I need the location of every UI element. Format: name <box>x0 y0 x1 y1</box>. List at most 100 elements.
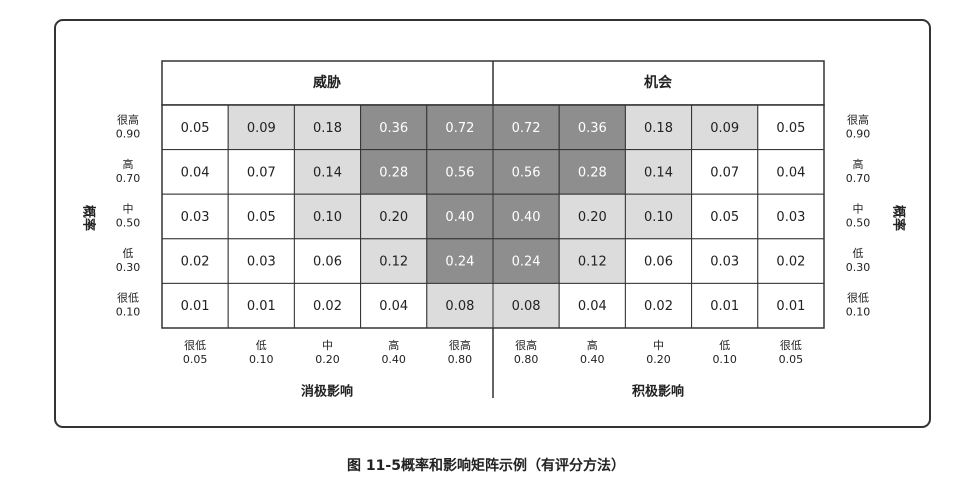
row-level: 中 <box>123 203 134 216</box>
cell <box>293 104 362 151</box>
cell-value: 0.01 <box>776 299 805 314</box>
cell-value: 0.03 <box>181 210 210 225</box>
cell-value: 0.09 <box>710 121 739 136</box>
cell-value: 0.06 <box>644 255 673 270</box>
impact-value: 0.40 <box>580 353 605 366</box>
cell-value: 0.24 <box>445 255 474 270</box>
cell-value: 0.07 <box>710 165 739 180</box>
cell <box>426 193 494 240</box>
impact-value: 0.10 <box>712 353 737 366</box>
impact-value: 0.05 <box>183 353 208 366</box>
probability-axis: 概率 <box>891 205 907 231</box>
cell-value: 0.04 <box>776 165 805 180</box>
cell-value: 0.04 <box>181 165 210 180</box>
cell-value: 0.12 <box>578 255 607 270</box>
cell-value: 0.04 <box>578 299 607 314</box>
cell <box>426 282 494 329</box>
cell-value: 0.03 <box>776 210 805 225</box>
cell-value: 0.72 <box>512 121 541 136</box>
cell-value: 0.02 <box>776 255 805 270</box>
cell-value: 0.02 <box>181 255 210 270</box>
cell-value: 0.05 <box>247 210 276 225</box>
cell <box>757 238 825 284</box>
cell <box>227 282 295 329</box>
cell <box>757 104 825 151</box>
cell <box>492 104 560 151</box>
impact-level: 高 <box>388 338 399 352</box>
cell-value: 0.04 <box>379 299 408 314</box>
impact-value: 0.80 <box>514 353 539 366</box>
cell <box>293 149 362 195</box>
cell <box>757 149 825 195</box>
cell <box>360 149 428 195</box>
cell <box>426 149 494 195</box>
impact-value: 0.10 <box>249 353 274 366</box>
impact-level: 很高 <box>515 338 537 352</box>
cell <box>757 193 825 240</box>
cell-value: 0.07 <box>247 165 276 180</box>
row-value: 0.70 <box>116 172 141 185</box>
cell <box>161 193 229 240</box>
row-value: 0.10 <box>116 306 141 319</box>
row-level: 高 <box>123 157 134 171</box>
cell <box>492 149 560 195</box>
opportunity-header: 机会 <box>644 74 673 91</box>
impact-value: 0.20 <box>315 353 340 366</box>
impact-level: 高 <box>587 338 598 352</box>
cell <box>161 149 229 195</box>
cell-value: 0.03 <box>710 255 739 270</box>
row-value: 0.90 <box>116 127 141 140</box>
cell-value: 0.12 <box>379 255 408 270</box>
cell-value: 0.24 <box>512 255 541 270</box>
cell-value: 0.56 <box>512 165 541 180</box>
cell <box>227 149 295 195</box>
probability-axis: 概率 <box>81 205 97 231</box>
cell <box>558 282 626 329</box>
cell-value: 0.72 <box>445 121 474 136</box>
cell <box>360 238 428 284</box>
impact-level: 很高 <box>449 338 471 352</box>
impact-value: 0.80 <box>448 353 473 366</box>
cell <box>360 282 428 329</box>
cell-value: 0.10 <box>313 210 342 225</box>
cell-value: 0.28 <box>578 165 607 180</box>
cell-value: 0.08 <box>445 299 474 314</box>
row-value: 0.10 <box>846 306 871 319</box>
cell <box>293 193 362 240</box>
cell <box>691 149 759 195</box>
row-level: 低 <box>853 247 864 260</box>
cell-value: 0.14 <box>313 165 342 180</box>
cell <box>227 193 295 240</box>
impact-level: 低 <box>719 339 730 352</box>
cell <box>558 238 626 284</box>
cell-value: 0.05 <box>181 121 210 136</box>
row-value: 0.30 <box>116 261 141 274</box>
impact-level: 很低 <box>184 338 206 352</box>
row-value: 0.30 <box>846 261 871 274</box>
impact-value: 0.20 <box>646 353 671 366</box>
impact-value: 0.05 <box>779 353 804 366</box>
row-level: 低 <box>123 247 134 260</box>
cell-value: 0.03 <box>247 255 276 270</box>
cell <box>360 193 428 240</box>
cell <box>624 193 693 240</box>
cell-value: 0.36 <box>379 121 408 136</box>
cell <box>293 282 362 329</box>
row-value: 0.70 <box>846 172 871 185</box>
impact-level: 中 <box>653 339 664 352</box>
row-level: 很低 <box>847 291 869 305</box>
cell-value: 0.14 <box>644 165 673 180</box>
cell-value: 0.01 <box>181 299 210 314</box>
cell <box>624 238 693 284</box>
cell-value: 0.01 <box>710 299 739 314</box>
cell-value: 0.06 <box>313 255 342 270</box>
cell-value: 0.20 <box>578 210 607 225</box>
caption: 图 11-5概率和影响矩阵示例（有评分方法） <box>347 457 625 474</box>
cell <box>624 282 693 329</box>
frame <box>54 19 931 428</box>
cell-value: 0.56 <box>445 165 474 180</box>
cell-value: 0.18 <box>644 121 673 136</box>
cell <box>624 149 693 195</box>
cell <box>492 238 560 284</box>
